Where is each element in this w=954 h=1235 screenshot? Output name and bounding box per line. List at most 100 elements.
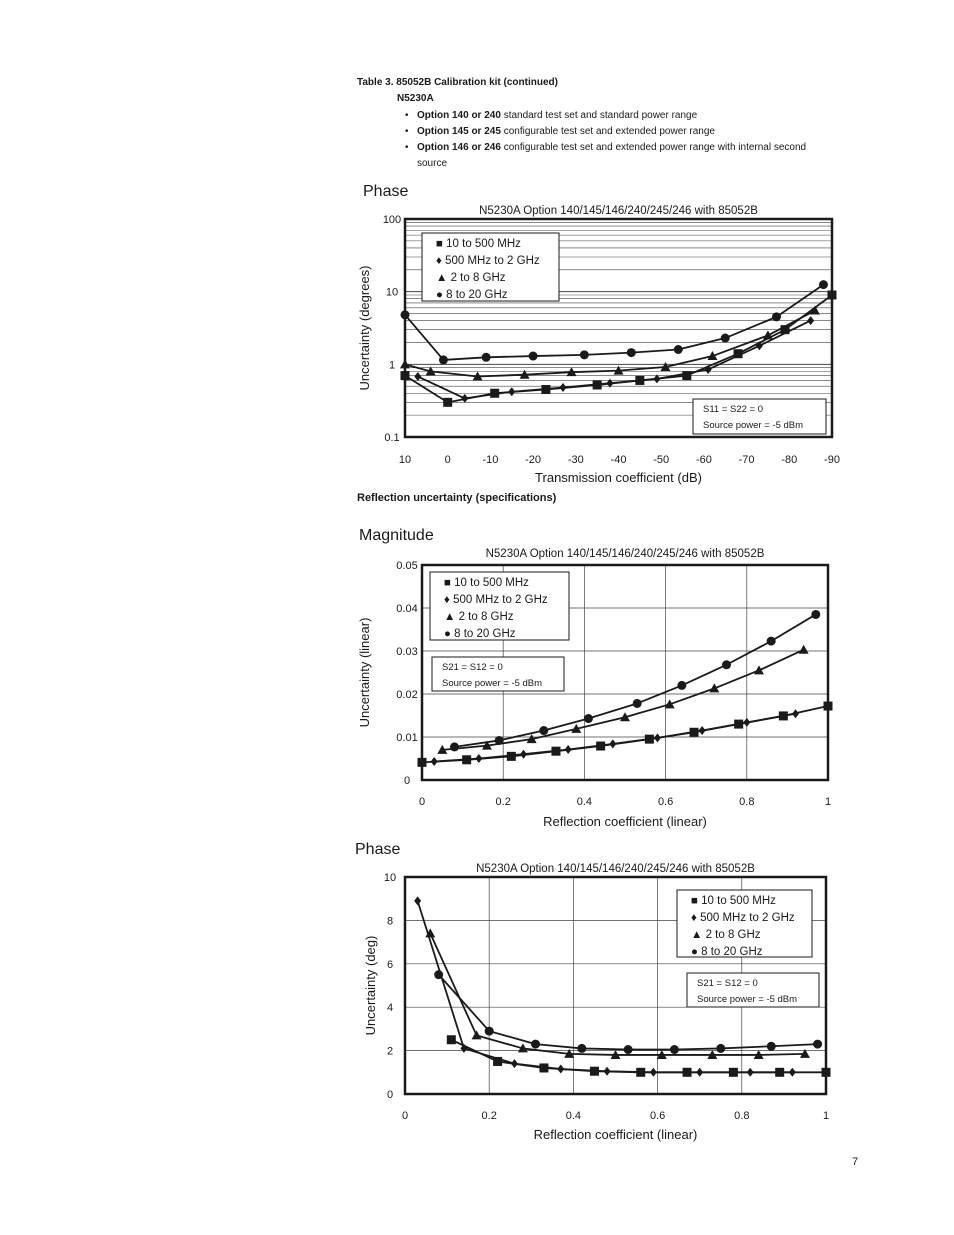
chart-title: N5230A Option 140/145/146/240/245/246 wi…	[479, 205, 758, 217]
square-marker	[780, 325, 790, 335]
diamond-marker	[564, 744, 572, 754]
legend-box	[429, 571, 570, 641]
square-marker	[682, 371, 692, 381]
option-item: • Option 145 or 245 configurable test set…	[405, 124, 825, 140]
diamond-marker	[653, 374, 661, 384]
diamond-marker	[461, 393, 469, 403]
diamond-marker	[510, 1059, 518, 1069]
triangle-marker	[526, 734, 537, 744]
diamond-marker	[606, 378, 614, 388]
option-item: • Option 146 or 246 configurable test set…	[405, 140, 825, 172]
legend-entry: ● 8 to 20 GHz	[436, 289, 508, 301]
triangle-marker	[809, 305, 820, 315]
triangle-marker	[620, 712, 630, 722]
y-tick-label: 8	[387, 915, 393, 927]
triangle-marker	[613, 365, 624, 375]
square-marker	[823, 701, 833, 711]
x-axis-label: Transmission coefficient (dB)	[535, 470, 702, 485]
x-axis-label: Reflection coefficient (linear)	[534, 1127, 698, 1142]
note-line: S21 = S12 = 0	[442, 662, 503, 673]
legend-entry: ■ 10 to 500 MHz	[436, 238, 521, 250]
y-tick-label: 0.03	[396, 646, 417, 658]
triangle-marker	[707, 1049, 718, 1059]
legend-entry: ■ 10 to 500 MHz	[444, 577, 529, 589]
y-axis-label: Uncertainty (degrees)	[357, 266, 372, 391]
x-tick-label: 0.2	[482, 1110, 497, 1122]
bullet: •	[405, 126, 409, 137]
diamond-marker	[696, 1067, 704, 1077]
circle-marker	[626, 348, 636, 358]
circle-marker	[484, 1026, 494, 1036]
x-tick-label: 0.8	[739, 796, 754, 808]
circle-marker	[434, 970, 444, 980]
x-tick-label: -90	[824, 454, 840, 466]
square-marker	[400, 371, 410, 381]
triangle-marker	[707, 351, 718, 361]
legend-entry: ▲ 2 to 8 GHz	[436, 272, 506, 284]
x-tick-label: 0.6	[650, 1110, 665, 1122]
plot-frame	[403, 875, 828, 1096]
legend-entry: ♦ 500 MHz to 2 GHz	[691, 912, 795, 924]
y-tick-label: 6	[387, 959, 393, 971]
legend-entry: ■ 10 to 500 MHz	[691, 895, 776, 907]
y-tick-label: 0	[404, 775, 410, 787]
x-tick-label: 1	[825, 796, 831, 808]
triangle-marker	[656, 1049, 667, 1059]
series-line	[404, 283, 824, 361]
triangle-marker	[709, 683, 720, 693]
y-tick-label: 4	[387, 1002, 393, 1014]
x-tick-label: 0	[419, 796, 425, 808]
square-marker	[443, 397, 453, 407]
triangle-marker	[400, 359, 410, 369]
y-tick-label: 0.04	[396, 603, 417, 615]
chart2-section-label: Magnitude	[359, 527, 434, 544]
y-tick-label: 10	[386, 287, 398, 299]
circle-marker	[438, 355, 448, 365]
page-number: 7	[852, 1156, 859, 1168]
triangle-marker	[425, 366, 436, 376]
note-box	[431, 656, 565, 692]
circle-marker	[813, 1039, 823, 1049]
option-text: configurable test set and extended power…	[417, 142, 807, 169]
plot-frame	[420, 563, 830, 782]
triangle-marker	[437, 744, 448, 754]
option-name: Option 140 or 240	[417, 110, 501, 121]
triangle-marker	[425, 928, 436, 938]
diamond-marker	[788, 1067, 796, 1077]
diamond-marker	[704, 364, 712, 374]
x-tick-label: 0	[445, 454, 451, 466]
circle-marker	[494, 735, 504, 745]
y-axis-label: Uncertainty (linear)	[357, 618, 372, 728]
x-tick-label: 0.4	[566, 1110, 581, 1122]
circle-marker	[577, 1043, 587, 1053]
square-marker	[733, 349, 743, 359]
triangle-marker	[519, 369, 530, 379]
circle-marker	[632, 698, 642, 708]
option-text: configurable test set and extended power…	[500, 126, 715, 137]
legend-entry: ● 8 to 20 GHz	[691, 946, 763, 958]
square-marker	[446, 1035, 456, 1045]
note-line: Source power = -5 dBm	[703, 420, 803, 431]
circle-marker	[481, 352, 491, 362]
diamond-marker	[559, 382, 567, 392]
circle-marker	[583, 714, 593, 724]
square-marker	[493, 1056, 503, 1066]
y-tick-label: 1	[389, 359, 395, 371]
chart-title: N5230A Option 140/145/146/240/245/246 wi…	[486, 548, 765, 560]
legend-box	[421, 232, 560, 302]
x-tick-label: -50	[653, 454, 669, 466]
diamond-marker	[746, 1067, 754, 1077]
diamond-marker	[653, 733, 661, 743]
option-name: Option 146 or 246	[417, 142, 501, 153]
legend-entry: ▲ 2 to 8 GHz	[691, 929, 761, 941]
diamond-marker	[475, 754, 483, 763]
y-tick-label: 10	[384, 872, 396, 884]
y-tick-label: 0.02	[396, 689, 417, 701]
triangle-marker	[798, 644, 809, 654]
circle-marker	[677, 680, 687, 690]
option-name: Option 145 or 245	[417, 126, 501, 137]
triangle-marker	[762, 330, 773, 340]
